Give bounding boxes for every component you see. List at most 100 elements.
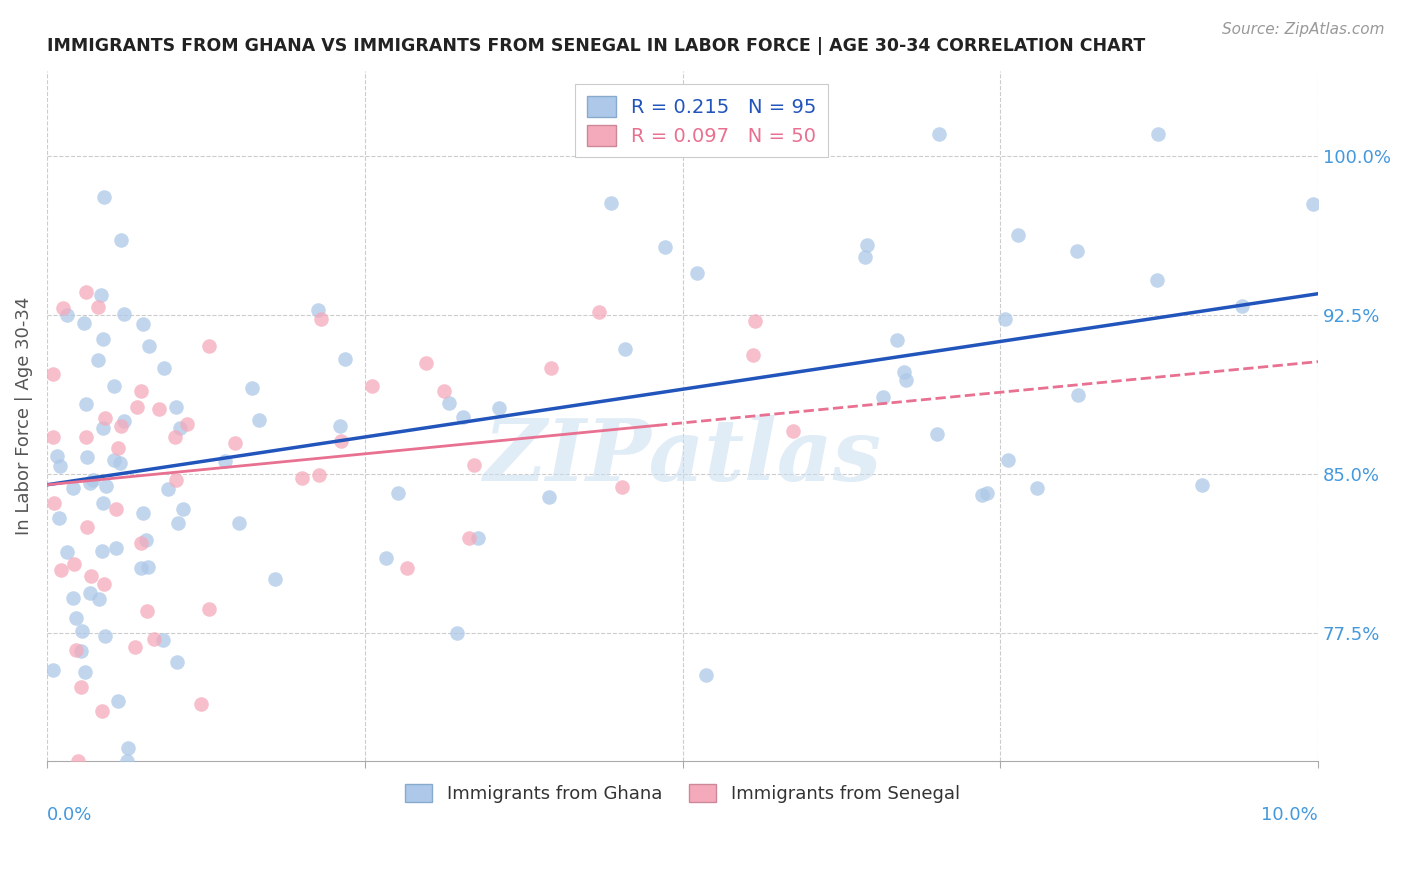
Point: [136, 604, 159, 618]
Point: [467, 531, 489, 545]
Point: [198, 602, 221, 616]
Point: [374, 551, 396, 566]
Point: [67, 754, 90, 768]
Point: [654, 240, 676, 254]
Point: [540, 361, 562, 376]
Point: [600, 196, 623, 211]
Point: [1146, 128, 1168, 142]
Point: [247, 413, 270, 427]
Point: [129, 536, 152, 550]
Point: [928, 128, 950, 142]
Point: [263, 572, 285, 586]
Point: [93, 421, 115, 435]
Point: [132, 317, 155, 331]
Point: [614, 342, 637, 356]
Point: [166, 655, 188, 669]
Point: [62, 591, 84, 606]
Point: [56, 545, 79, 559]
Point: [91, 496, 114, 510]
Point: [433, 384, 456, 399]
Point: [1146, 273, 1168, 287]
Point: [872, 391, 894, 405]
Point: [79, 586, 101, 600]
Point: [90, 288, 112, 302]
Point: [110, 419, 132, 434]
Point: [49, 459, 72, 474]
Point: [198, 339, 221, 353]
Point: [124, 640, 146, 654]
Point: [138, 339, 160, 353]
Point: [107, 441, 129, 455]
Point: [49, 563, 72, 577]
Point: [172, 502, 194, 516]
Point: [395, 561, 418, 575]
Point: [167, 516, 190, 531]
Point: [135, 533, 157, 547]
Point: [148, 402, 170, 417]
Point: [856, 238, 879, 252]
Point: [152, 632, 174, 647]
Point: [76, 520, 98, 534]
Point: [190, 698, 212, 712]
Legend: Immigrants from Ghana, Immigrants from Senegal: Immigrants from Ghana, Immigrants from S…: [398, 777, 967, 811]
Point: [112, 414, 135, 428]
Point: [1191, 478, 1213, 492]
Point: [976, 486, 998, 500]
Point: [176, 417, 198, 432]
Point: [157, 482, 180, 496]
Point: [45, 449, 67, 463]
Point: [994, 311, 1017, 326]
Point: [42, 430, 65, 444]
Point: [153, 360, 176, 375]
Point: [446, 626, 468, 640]
Point: [214, 454, 236, 468]
Point: [65, 611, 87, 625]
Point: [52, 301, 75, 315]
Point: [70, 680, 93, 694]
Point: [63, 558, 86, 572]
Point: [87, 591, 110, 606]
Point: [90, 704, 112, 718]
Point: [782, 424, 804, 438]
Point: [437, 396, 460, 410]
Point: [93, 190, 115, 204]
Point: [79, 475, 101, 490]
Point: [94, 479, 117, 493]
Point: [1066, 244, 1088, 259]
Point: [329, 419, 352, 434]
Point: [1007, 228, 1029, 243]
Text: ZIPatlas: ZIPatlas: [484, 416, 882, 499]
Point: [163, 430, 186, 444]
Point: [132, 506, 155, 520]
Point: [108, 457, 131, 471]
Point: [48, 510, 70, 524]
Point: [72, 624, 94, 639]
Point: [105, 541, 128, 556]
Point: [488, 401, 510, 416]
Point: [308, 468, 330, 483]
Point: [463, 458, 485, 473]
Text: Source: ZipAtlas.com: Source: ZipAtlas.com: [1222, 22, 1385, 37]
Point: [894, 373, 917, 387]
Point: [537, 490, 560, 504]
Point: [107, 693, 129, 707]
Point: [103, 379, 125, 393]
Point: [686, 266, 709, 280]
Point: [82, 473, 104, 487]
Point: [136, 559, 159, 574]
Point: [224, 435, 246, 450]
Point: [329, 434, 352, 448]
Point: [451, 410, 474, 425]
Point: [169, 420, 191, 434]
Point: [970, 488, 993, 502]
Point: [415, 357, 437, 371]
Point: [55, 308, 77, 322]
Point: [893, 365, 915, 379]
Point: [1067, 388, 1090, 402]
Point: [925, 427, 948, 442]
Point: [65, 642, 87, 657]
Point: [75, 397, 97, 411]
Point: [129, 384, 152, 398]
Point: [742, 348, 765, 362]
Point: [240, 381, 263, 395]
